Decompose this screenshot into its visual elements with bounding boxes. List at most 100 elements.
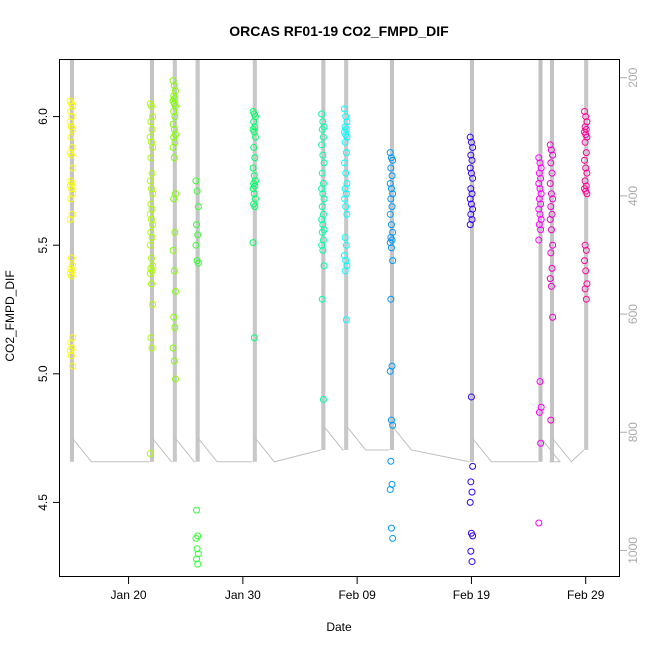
data-point bbox=[467, 210, 475, 218]
data-point bbox=[535, 195, 543, 203]
data-point bbox=[147, 138, 155, 146]
data-point bbox=[249, 164, 257, 172]
data-point bbox=[66, 347, 74, 355]
data-point bbox=[69, 362, 77, 370]
data-point bbox=[547, 190, 555, 198]
data-point bbox=[148, 233, 156, 241]
data-point bbox=[147, 185, 155, 193]
altitude-trace-connector bbox=[392, 426, 470, 463]
data-point bbox=[341, 159, 349, 167]
data-point bbox=[469, 532, 477, 540]
data-point bbox=[581, 138, 589, 146]
data-point bbox=[388, 172, 396, 180]
data-point bbox=[67, 151, 75, 159]
data-point bbox=[169, 246, 177, 254]
data-point bbox=[170, 313, 178, 321]
data-point bbox=[318, 110, 326, 118]
data-point bbox=[386, 210, 394, 218]
data-point bbox=[535, 154, 543, 162]
data-point bbox=[149, 300, 157, 308]
data-point bbox=[319, 118, 327, 126]
data-point bbox=[467, 478, 475, 486]
data-point bbox=[342, 257, 350, 265]
data-point bbox=[170, 154, 178, 162]
data-point bbox=[147, 228, 155, 236]
data-point bbox=[146, 450, 154, 458]
data-point bbox=[147, 215, 155, 223]
data-point bbox=[171, 375, 179, 383]
axes-layer: Jan 20 Jan 30 Feb 09 Feb 19 Feb 29 4.5 5.0 5.5 6… bbox=[36, 67, 640, 602]
data-point bbox=[171, 324, 179, 332]
data-point bbox=[147, 102, 155, 110]
data-point bbox=[466, 195, 474, 203]
data-point bbox=[468, 488, 476, 496]
data-point bbox=[318, 203, 326, 211]
data-point bbox=[318, 295, 326, 303]
data-point bbox=[66, 118, 74, 126]
data-point bbox=[147, 118, 155, 126]
data-point bbox=[319, 246, 327, 254]
data-point bbox=[535, 179, 543, 187]
data-point bbox=[149, 190, 157, 198]
data-point bbox=[387, 416, 395, 424]
data-point bbox=[249, 239, 257, 247]
data-point bbox=[194, 203, 202, 211]
altitude-trace-connector bbox=[197, 437, 253, 463]
data-point bbox=[171, 287, 179, 295]
x-tick-label: Feb 09 bbox=[338, 588, 376, 602]
data-point bbox=[387, 244, 395, 252]
data-point bbox=[169, 77, 177, 85]
x-axis-label: Date bbox=[326, 620, 352, 634]
data-point bbox=[583, 190, 591, 198]
data-point bbox=[67, 352, 75, 360]
y-tick-label: 5.5 bbox=[36, 237, 50, 254]
data-point bbox=[169, 344, 177, 352]
data-point bbox=[67, 185, 75, 193]
data-point bbox=[547, 249, 555, 257]
data-point bbox=[581, 156, 589, 164]
data-point bbox=[250, 334, 258, 342]
data-point bbox=[147, 280, 155, 288]
data-point bbox=[467, 547, 475, 555]
data-point bbox=[467, 169, 475, 177]
altitude-trace-connector bbox=[323, 426, 344, 451]
data-point bbox=[468, 558, 476, 566]
altitude-trace-connector bbox=[174, 437, 196, 463]
data-point bbox=[389, 421, 397, 429]
data-point bbox=[536, 159, 544, 167]
data-point bbox=[546, 179, 554, 187]
data-point bbox=[387, 457, 395, 465]
data-point bbox=[582, 113, 590, 121]
data-point bbox=[147, 254, 155, 262]
data-point bbox=[466, 133, 474, 141]
data-point bbox=[546, 275, 554, 283]
data-point bbox=[251, 203, 259, 211]
data-point bbox=[67, 339, 75, 347]
data-point bbox=[582, 149, 590, 157]
data-point bbox=[467, 151, 475, 159]
data-point bbox=[341, 105, 349, 113]
data-point bbox=[341, 185, 349, 193]
data-point bbox=[170, 357, 178, 365]
data-point bbox=[320, 195, 328, 203]
data-point bbox=[387, 195, 395, 203]
data-point bbox=[249, 185, 257, 193]
x-tick-label: Feb 29 bbox=[567, 588, 605, 602]
data-point bbox=[469, 143, 477, 151]
data-point bbox=[581, 241, 589, 249]
data-point bbox=[467, 393, 475, 401]
data-point bbox=[318, 141, 326, 149]
data-point bbox=[341, 233, 349, 241]
data-point bbox=[194, 259, 202, 267]
data-point bbox=[547, 146, 555, 154]
data-point bbox=[250, 190, 258, 198]
data-points-layer bbox=[66, 77, 591, 568]
data-point bbox=[341, 251, 349, 259]
data-point bbox=[318, 241, 326, 249]
data-point bbox=[193, 506, 201, 514]
data-point bbox=[318, 215, 326, 223]
data-point bbox=[170, 195, 178, 203]
data-point bbox=[386, 239, 394, 247]
